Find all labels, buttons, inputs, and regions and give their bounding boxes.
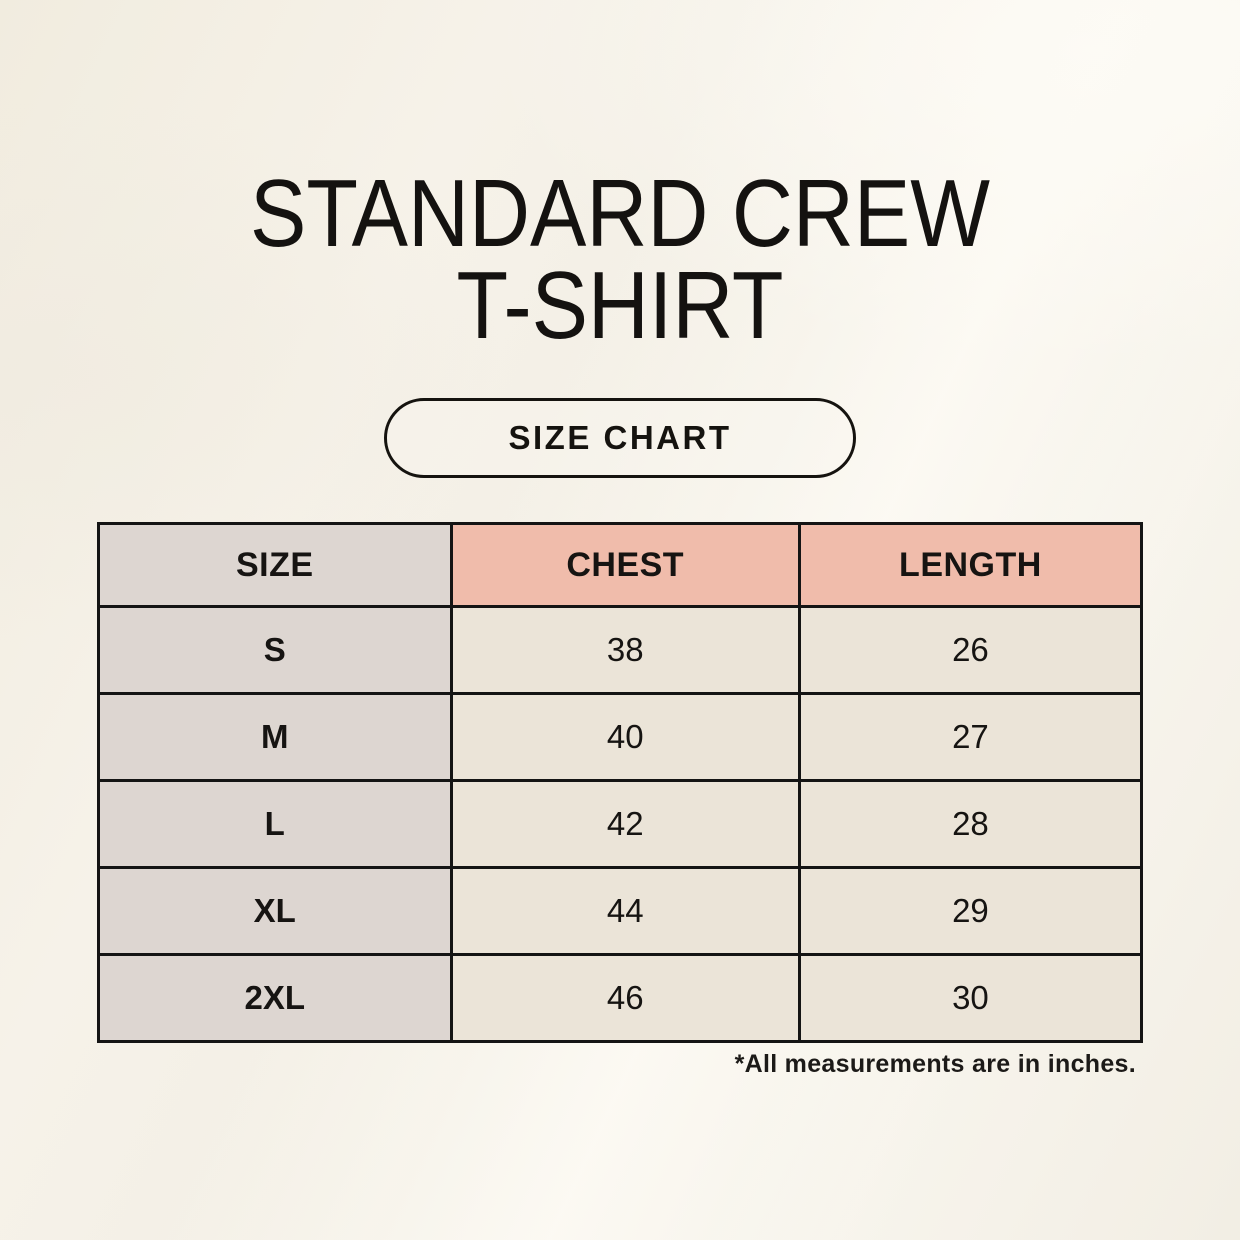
length-value: 28 <box>797 779 1144 869</box>
chest-value: 38 <box>449 605 801 695</box>
length-value: 30 <box>797 953 1144 1043</box>
length-value: 26 <box>797 605 1144 695</box>
size-chart-button[interactable]: SIZE CHART <box>384 398 856 478</box>
table-row-m: M 40 27 <box>97 692 1144 782</box>
header-size: SIZE <box>97 522 453 608</box>
page-title-line-1: STANDARD CREW <box>250 160 990 267</box>
size-label: XL <box>97 866 453 956</box>
chest-value: 46 <box>449 953 801 1043</box>
chest-value: 44 <box>449 866 801 956</box>
table-row-2xl: 2XL 46 30 <box>97 953 1144 1043</box>
table-header-row: SIZE CHEST LENGTH <box>97 522 1144 608</box>
table-row-xl: XL 44 29 <box>97 866 1144 956</box>
page-title-line-2: T-SHIRT <box>456 252 784 359</box>
table-row-l: L 42 28 <box>97 779 1144 869</box>
chest-value: 42 <box>449 779 801 869</box>
length-value: 29 <box>797 866 1144 956</box>
size-label: S <box>97 605 453 695</box>
size-label: L <box>97 779 453 869</box>
size-label: M <box>97 692 453 782</box>
header-chest: CHEST <box>449 522 801 608</box>
length-value: 27 <box>797 692 1144 782</box>
page-title: STANDARD CREW T-SHIRT <box>74 166 1165 354</box>
measurements-footnote: *All measurements are in inches. <box>734 1050 1136 1078</box>
size-chart-table: SIZE CHEST LENGTH S 38 26 M 40 27 L 42 2… <box>97 522 1144 1043</box>
size-chart-button-label: SIZE CHART <box>508 419 732 456</box>
chest-value: 40 <box>449 692 801 782</box>
table-row-s: S 38 26 <box>97 605 1144 695</box>
header-length: LENGTH <box>797 522 1144 608</box>
size-label: 2XL <box>97 953 453 1043</box>
